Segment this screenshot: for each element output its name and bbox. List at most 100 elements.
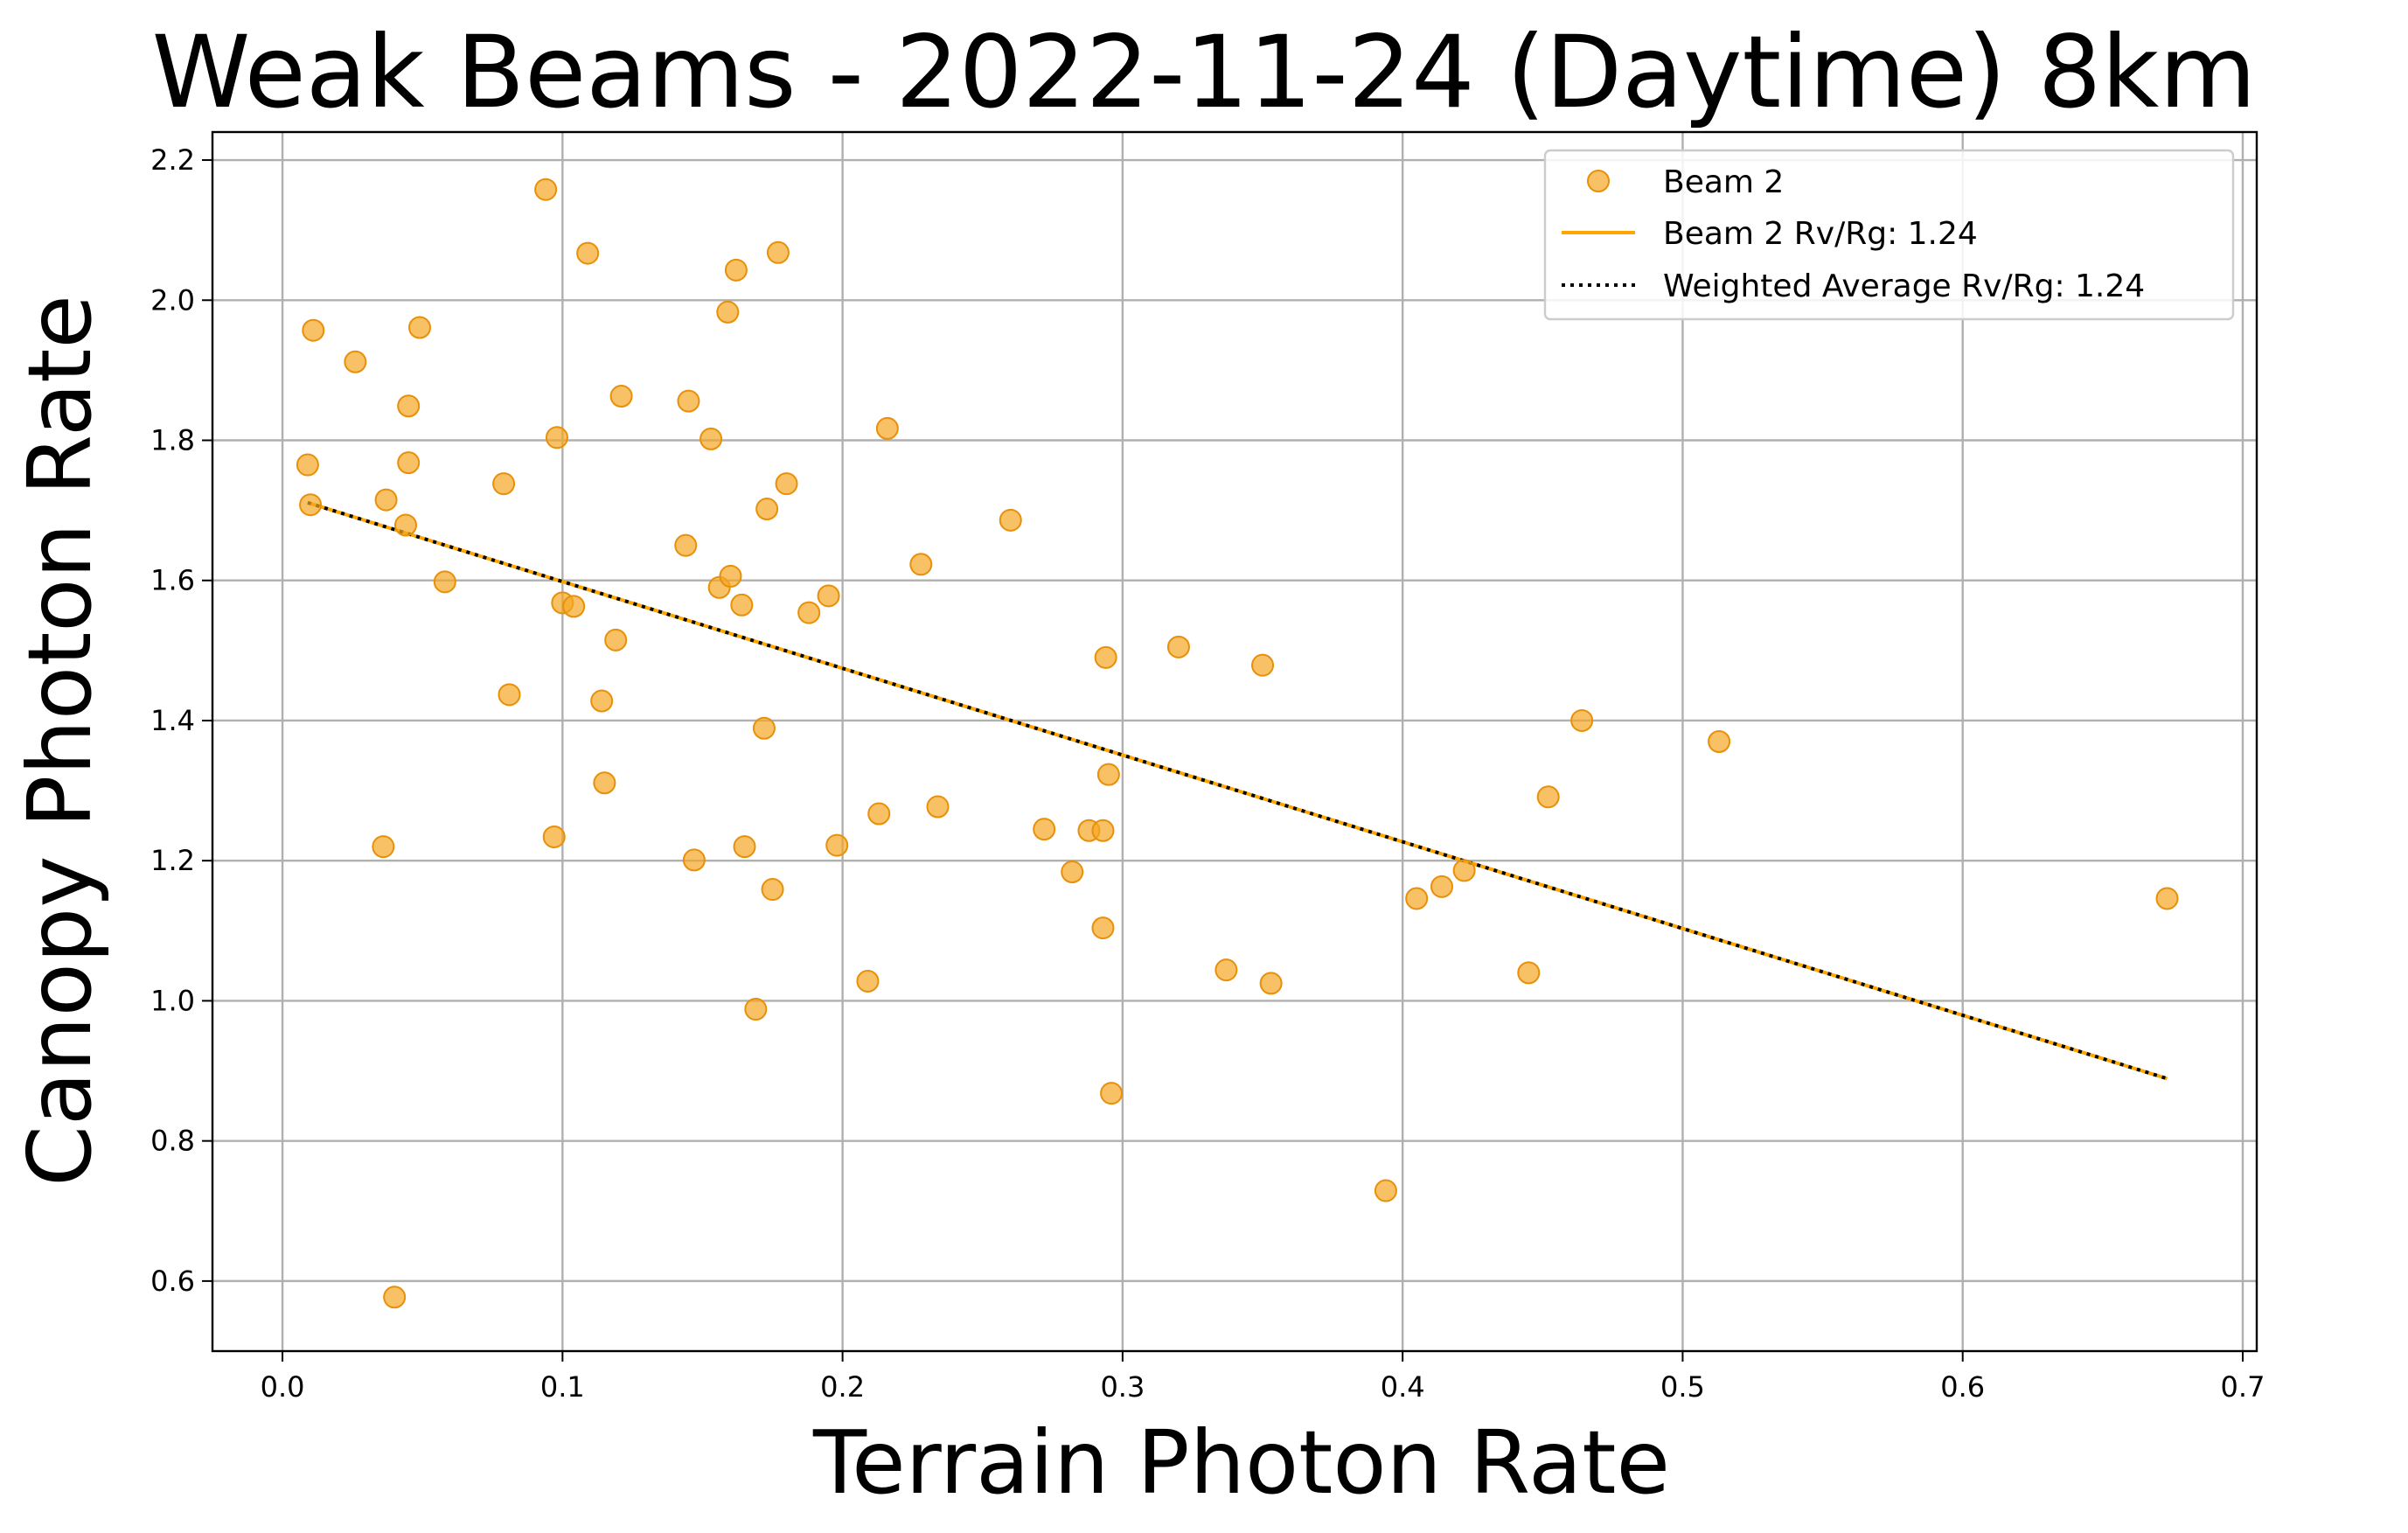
y-tick-label: 0.6: [150, 1265, 195, 1298]
data-point: [797, 601, 821, 624]
data-point: [534, 178, 558, 201]
data-point: [1405, 887, 1429, 910]
data-point: [909, 553, 933, 576]
data-point: [372, 835, 395, 859]
x-tick-label: 0.4: [1381, 1370, 1425, 1404]
data-point: [545, 426, 568, 449]
data-point: [393, 513, 417, 537]
data-point: [761, 878, 784, 902]
data-point: [590, 689, 614, 713]
data-point: [408, 316, 432, 339]
y-tick-label: 1.2: [150, 844, 195, 877]
data-point: [1708, 730, 1731, 753]
data-point: [1430, 875, 1454, 898]
chart-title: Weak Beams - 2022-11-24 (Daytime) 8km: [152, 14, 2257, 130]
data-point: [856, 969, 880, 993]
x-tick-label: 0.3: [1100, 1370, 1145, 1404]
data-point: [498, 683, 521, 707]
fit-lines: [307, 500, 2168, 1081]
x-tick-label: 0.2: [820, 1370, 865, 1404]
data-point: [1374, 1179, 1397, 1202]
legend-box: [1543, 149, 2235, 321]
data-point: [1570, 708, 1594, 732]
x-tick-label: 0.5: [1660, 1370, 1705, 1404]
data-point: [542, 825, 566, 848]
legend-label-average-line: Weighted Average Rv/Rg: 1.24: [1663, 268, 2145, 304]
data-point: [755, 498, 779, 521]
data-point: [817, 584, 840, 608]
data-point: [999, 508, 1022, 532]
data-point: [604, 628, 628, 652]
data-point: [397, 451, 421, 475]
y-tick-label: 1.4: [150, 704, 195, 737]
data-point: [775, 472, 798, 496]
legend-label-beam-2: Beam 2: [1663, 164, 1784, 200]
y-tick-label: 1.8: [150, 424, 195, 457]
data-point: [344, 350, 367, 373]
data-point: [926, 795, 950, 819]
y-tick-label: 2.2: [150, 143, 195, 177]
data-point: [867, 802, 891, 826]
data-point: [744, 998, 768, 1021]
data-point: [296, 453, 319, 477]
data-point: [1214, 958, 1238, 982]
data-point: [299, 493, 323, 517]
data-point: [1517, 961, 1541, 985]
data-point: [724, 258, 748, 282]
y-axis-title: Canopy Photon Rate: [9, 295, 111, 1187]
data-point: [397, 394, 421, 418]
data-point: [433, 570, 456, 594]
x-axis-title: Terrain Photon Rate: [812, 1411, 1670, 1514]
data-point: [677, 389, 700, 413]
data-point: [374, 488, 398, 512]
x-tick-label: 0.0: [261, 1370, 305, 1404]
y-tick-label: 0.8: [150, 1125, 195, 1158]
data-point: [593, 771, 616, 795]
plot-frame: [211, 130, 2258, 1353]
data-point: [1091, 819, 1115, 842]
weighted-average-line: [307, 500, 2168, 1081]
legend: Beam 2 Beam 2 Rv/Rg: 1.24 Weighted Avera…: [1543, 149, 2235, 321]
data-point: [730, 593, 754, 617]
y-tick-label: 1.6: [150, 564, 195, 597]
data-point: [1094, 645, 1117, 669]
data-point: [1536, 785, 1560, 809]
scatter-points: [296, 178, 2179, 1309]
data-point: [766, 240, 790, 264]
legend-label-beam-line: Beam 2 Rv/Rg: 1.24: [1663, 216, 1978, 252]
data-point: [1452, 859, 1476, 882]
data-point: [1259, 972, 1283, 995]
data-point: [302, 318, 325, 342]
data-point: [609, 385, 633, 408]
data-point: [682, 848, 706, 872]
data-point: [576, 241, 600, 265]
data-point: [674, 533, 698, 557]
data-point: [752, 716, 776, 740]
data-point: [699, 427, 723, 450]
x-tick-label: 0.6: [1940, 1370, 1985, 1404]
data-point: [1251, 653, 1275, 677]
data-point: [1096, 763, 1120, 786]
x-tick-label: 0.7: [2221, 1370, 2265, 1404]
data-point: [2155, 887, 2179, 910]
data-point: [1033, 818, 1056, 841]
data-point: [562, 595, 586, 618]
x-axis-ticks: 0.0 0.1 0.2 0.3 0.4 0.5 0.6 0.7: [261, 1351, 2265, 1404]
data-point: [733, 835, 756, 859]
y-tick-label: 2.0: [150, 283, 195, 317]
data-point: [1061, 861, 1084, 884]
data-point: [1166, 635, 1190, 658]
data-point: [716, 300, 740, 324]
y-axis-ticks: 0.6 0.8 1.0 1.2 1.4 1.6 1.8 2.0 2.2: [150, 143, 212, 1298]
data-point: [719, 564, 742, 588]
y-tick-label: 1.0: [150, 984, 195, 1017]
data-point: [825, 833, 849, 857]
data-point: [383, 1286, 407, 1309]
legend-marker-scatter: [1587, 170, 1610, 192]
x-tick-label: 0.1: [540, 1370, 585, 1404]
data-point: [1091, 916, 1115, 940]
data-point: [1100, 1082, 1124, 1105]
data-point: [492, 472, 516, 496]
data-point: [875, 416, 899, 440]
